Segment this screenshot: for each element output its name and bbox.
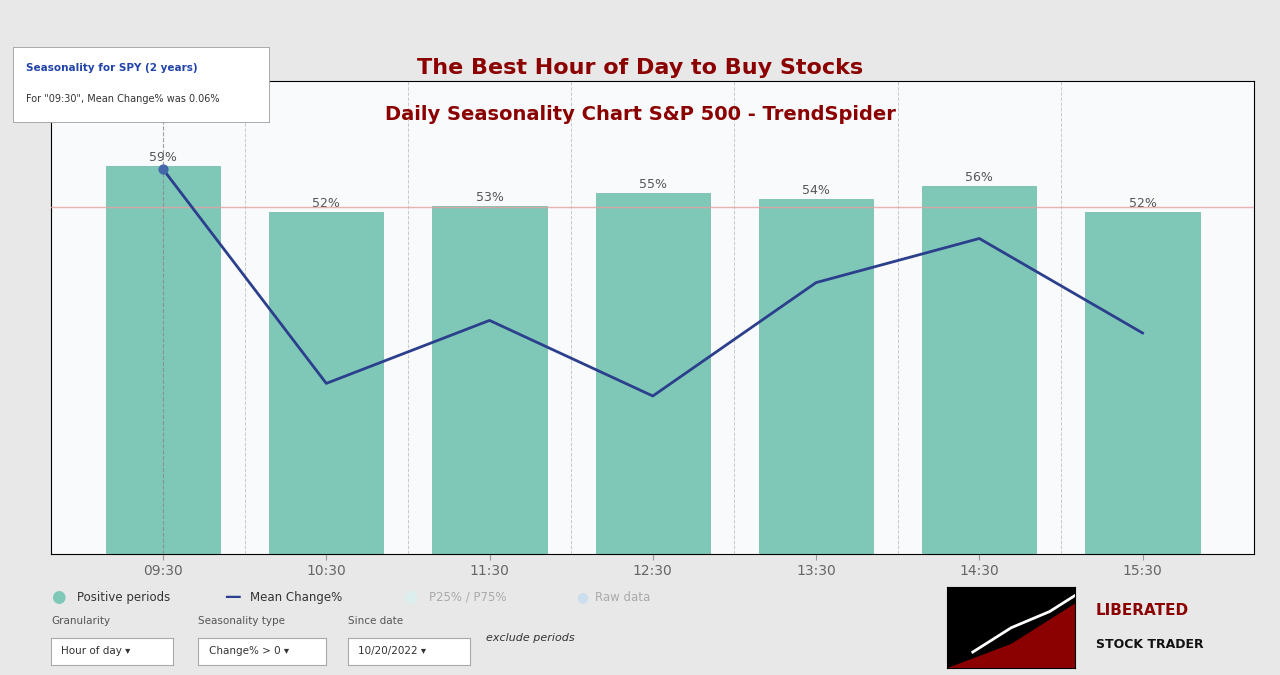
Bar [595, 192, 710, 553]
Bar [1085, 212, 1199, 554]
Text: Seasonality type: Seasonality type [198, 616, 285, 626]
Text: 59%: 59% [148, 151, 177, 164]
Text: P25% / P75%: P25% / P75% [429, 591, 507, 604]
Text: Mean Change%: Mean Change% [250, 591, 342, 604]
Text: STOCK TRADER: STOCK TRADER [1096, 638, 1203, 651]
Point [152, 164, 173, 175]
Text: 55%: 55% [639, 178, 667, 190]
Text: 56%: 56% [965, 171, 993, 184]
Text: Positive periods: Positive periods [77, 591, 170, 604]
Text: The Best Hour of Day to Buy Stocks: The Best Hour of Day to Buy Stocks [417, 57, 863, 78]
Text: Seasonality for SPY (2 years): Seasonality for SPY (2 years) [26, 63, 197, 73]
Bar [106, 166, 220, 554]
Text: ●: ● [51, 589, 65, 606]
Text: 52%: 52% [312, 197, 340, 211]
Text: LIBERATED: LIBERATED [1096, 603, 1189, 618]
Text: 54%: 54% [803, 184, 829, 197]
Text: ●: ● [403, 589, 417, 606]
Text: Granularity: Granularity [51, 616, 110, 626]
Bar [922, 186, 1037, 554]
Text: 10/20/2022 ▾: 10/20/2022 ▾ [358, 647, 426, 656]
Text: Change% > 0 ▾: Change% > 0 ▾ [209, 647, 289, 656]
Text: Since date: Since date [348, 616, 403, 626]
Text: Daily Seasonality Chart S&P 500 - TrendSpider: Daily Seasonality Chart S&P 500 - TrendS… [384, 105, 896, 124]
Text: ●: ● [576, 591, 588, 604]
Text: For "09:30", Mean Change% was 0.06%: For "09:30", Mean Change% was 0.06% [26, 95, 219, 104]
Text: exclude periods: exclude periods [486, 633, 575, 643]
Bar [269, 212, 384, 554]
Text: 52%: 52% [1129, 197, 1157, 211]
Text: 53%: 53% [476, 191, 503, 204]
Bar [433, 206, 547, 554]
Text: Raw data: Raw data [595, 591, 650, 604]
Text: —: — [224, 589, 241, 606]
Text: Hour of day ▾: Hour of day ▾ [61, 647, 131, 656]
Bar [759, 199, 873, 554]
